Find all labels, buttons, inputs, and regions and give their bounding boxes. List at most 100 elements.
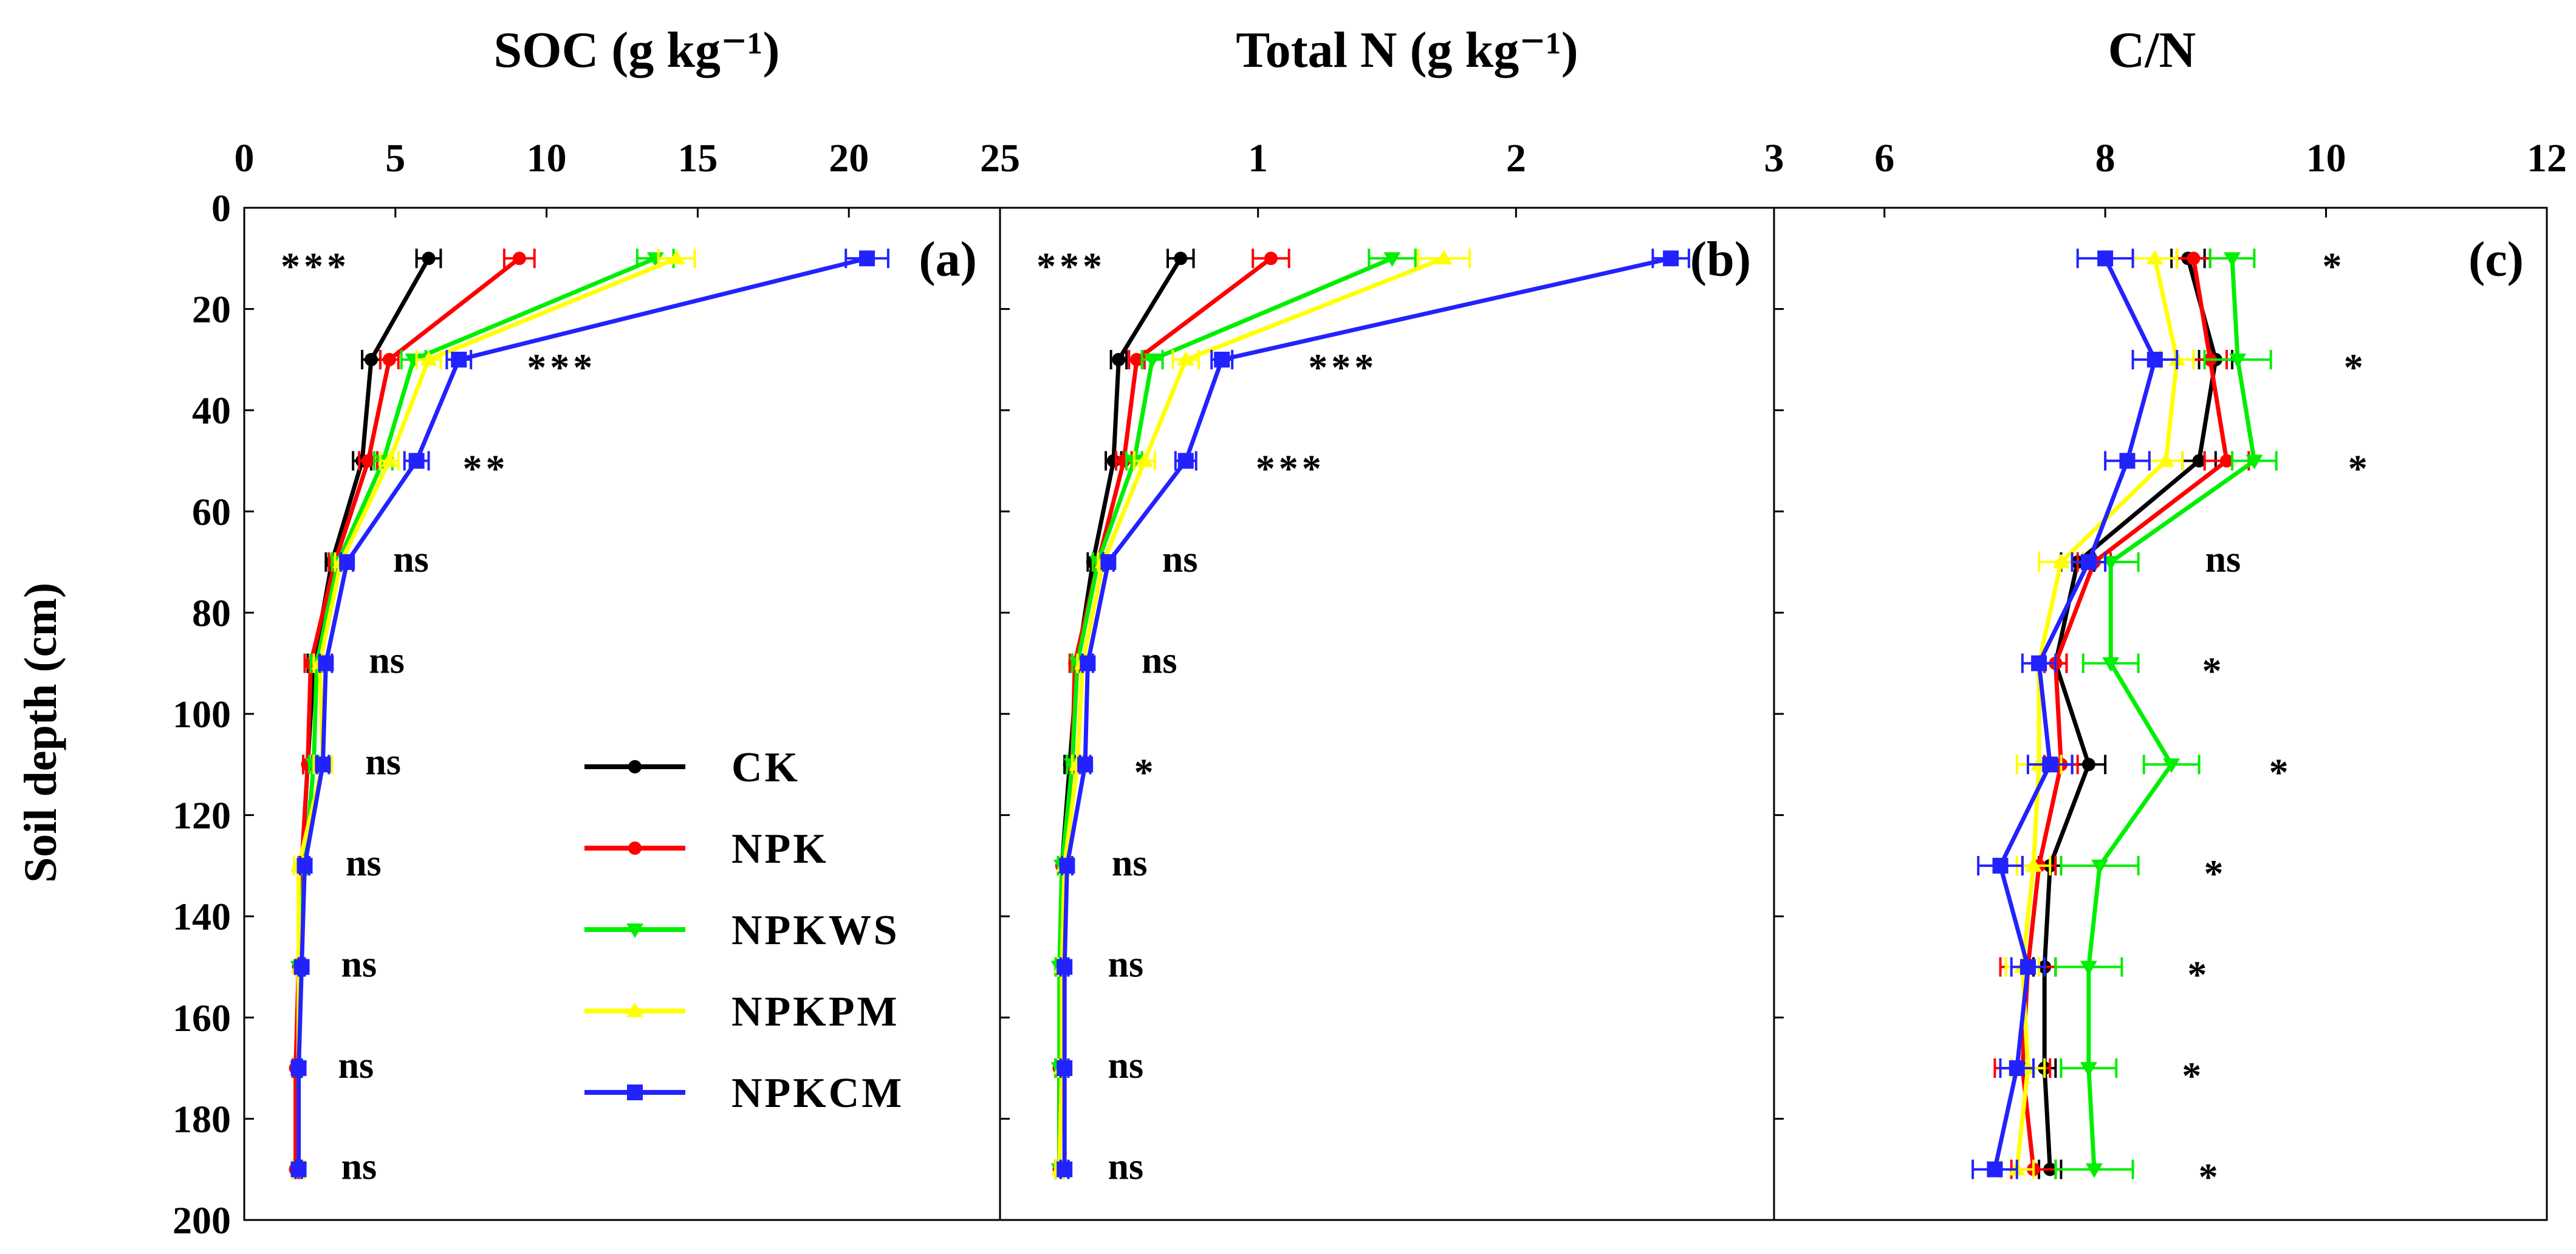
data-point xyxy=(1112,352,1126,366)
data-point xyxy=(1992,857,2009,874)
series-line xyxy=(296,256,657,1170)
significance-label: ns xyxy=(341,1146,377,1188)
x-tick-label: 2 xyxy=(1506,136,1526,180)
data-point xyxy=(382,352,396,366)
series-line xyxy=(296,256,677,1170)
data-point xyxy=(408,453,425,469)
data-point xyxy=(1383,252,1401,267)
data-point xyxy=(2245,454,2263,470)
significance-label: * xyxy=(2187,953,2210,996)
legend-marker xyxy=(626,1002,643,1017)
series-line xyxy=(1057,256,1393,1170)
x-tick-label: 3 xyxy=(1764,136,1784,180)
data-point xyxy=(2102,657,2120,672)
data-point xyxy=(2163,758,2180,773)
data-point xyxy=(2085,1163,2103,1178)
data-point xyxy=(668,250,685,265)
panel-title: Total N (g kg⁻¹) xyxy=(1236,22,1578,78)
legend-label: NPKPM xyxy=(731,988,900,1035)
series-npkws xyxy=(290,248,675,1179)
data-point xyxy=(296,857,313,874)
significance-label: *** xyxy=(1308,346,1377,389)
y-tick-label: 160 xyxy=(173,996,231,1040)
series-npkcm xyxy=(1057,248,1690,1179)
significance-label: * xyxy=(2204,852,2227,895)
data-point xyxy=(361,454,375,468)
series-line xyxy=(1062,256,1671,1170)
significance-label: ns xyxy=(338,1045,374,1086)
data-point xyxy=(2042,756,2058,773)
legend-label: CK xyxy=(731,744,800,791)
x-tick-label: 8 xyxy=(2095,136,2115,180)
panels-layer: SOC (g kg⁻¹) 0 5 10 15 20 25 0 20 40 60 80 100 120 140… xyxy=(173,22,2567,1242)
data-point xyxy=(1663,250,1679,267)
significance-label: * xyxy=(2344,346,2367,389)
data-point xyxy=(1177,453,1194,469)
panel-b: Total N (g kg⁻¹) 1 2 3 *** *** *** ns ns * ns ns ns n… xyxy=(999,22,1784,1221)
data-point xyxy=(2146,351,2163,368)
legend-label: NPKCM xyxy=(731,1070,904,1117)
data-point xyxy=(1059,857,1075,874)
x-tick-label: 25 xyxy=(980,136,1020,180)
data-point xyxy=(2080,1062,2097,1077)
data-point xyxy=(293,959,310,975)
data-point xyxy=(1080,655,1096,671)
y-tick-label: 200 xyxy=(173,1199,231,1242)
data-point xyxy=(1130,352,1144,366)
data-point xyxy=(2192,454,2206,468)
data-point xyxy=(1435,250,1453,265)
data-point xyxy=(380,452,398,467)
series-line xyxy=(296,256,868,1170)
y-tick-label: 80 xyxy=(192,591,231,634)
series-line xyxy=(2042,258,2218,1170)
data-point xyxy=(2052,553,2070,569)
series-npkcm xyxy=(290,248,889,1179)
significance-label: * xyxy=(2348,447,2371,490)
significance-label: * xyxy=(2322,244,2345,287)
y-tick-label: 140 xyxy=(173,895,231,938)
series-line xyxy=(2020,258,2229,1170)
y-tick-label: 40 xyxy=(192,389,231,432)
panel-label: (a) xyxy=(919,231,977,286)
series-npkws xyxy=(2054,248,2278,1179)
y-tick-label: 20 xyxy=(192,288,231,331)
significance-label: ns xyxy=(1108,1146,1144,1188)
significance-label: *** xyxy=(1256,447,1325,490)
significance-label: ns xyxy=(1162,539,1198,580)
data-point xyxy=(1077,756,1094,773)
y-tick-label: 0 xyxy=(211,187,231,230)
significance-label: ns xyxy=(369,640,405,682)
y-axis-label: Soil depth (cm) xyxy=(15,583,66,883)
legend-entry-npk: NPK xyxy=(584,826,826,872)
series-line xyxy=(2015,258,2179,1170)
data-point xyxy=(512,252,526,266)
significance-label: ns xyxy=(1112,843,1148,884)
significance-label: ** xyxy=(463,447,509,490)
data-point xyxy=(1143,353,1161,368)
data-point xyxy=(1136,452,1153,467)
panel-c: C/N 6 8 10 12 * * * ns * * * * * * (c) xyxy=(1773,22,2567,1221)
data-point xyxy=(2080,554,2097,570)
x-tick-label: 1 xyxy=(1248,136,1268,180)
data-point xyxy=(2081,758,2095,772)
data-point xyxy=(2019,959,2036,975)
data-point xyxy=(315,756,331,773)
x-tick-label: 10 xyxy=(2306,136,2346,180)
data-point xyxy=(1100,554,1117,570)
legend-marker xyxy=(627,1084,643,1100)
x-tick-label: 12 xyxy=(2527,136,2567,180)
series-line xyxy=(1992,257,2157,1170)
series-npkpm xyxy=(1999,248,2195,1179)
series-line xyxy=(2086,258,2256,1170)
significance-label: ns xyxy=(393,539,429,580)
data-point xyxy=(405,353,422,368)
data-point xyxy=(2097,250,2114,267)
data-point xyxy=(1057,1161,1073,1177)
significance-label: *** xyxy=(281,244,350,287)
data-point xyxy=(2224,252,2241,267)
series-npkcm xyxy=(1971,248,2179,1179)
data-point xyxy=(290,1060,307,1077)
y-tick-label: 60 xyxy=(192,490,231,533)
panel-label: (b) xyxy=(1690,231,1751,286)
